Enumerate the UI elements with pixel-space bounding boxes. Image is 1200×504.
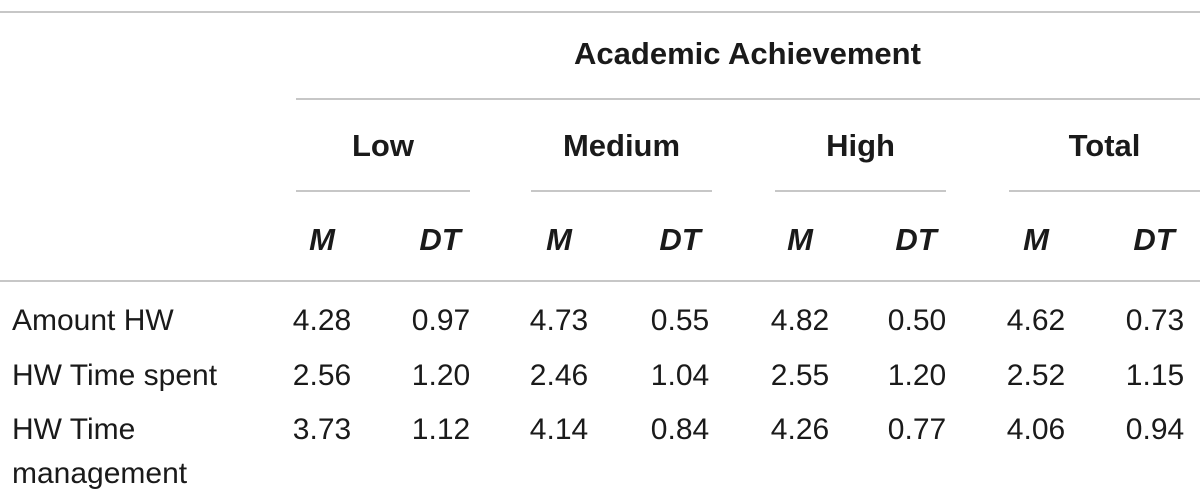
table-cell: 0.97: [411, 304, 471, 337]
table-cell: 2.46: [529, 359, 589, 392]
stat-header-m: M: [1023, 222, 1049, 257]
table-cell: 0.73: [1125, 304, 1185, 337]
table-cell: 1.12: [411, 413, 471, 446]
group-header-total: Total: [1068, 128, 1141, 163]
table-cell: 2.56: [292, 359, 352, 392]
row-label-continued: management: [12, 457, 188, 490]
table-cell: 4.62: [1006, 304, 1066, 337]
table-cell: 3.73: [292, 413, 352, 446]
table-cell: 0.50: [887, 304, 947, 337]
table-cell: 0.77: [887, 413, 947, 446]
table-cell: 4.73: [529, 304, 589, 337]
stat-header-m: M: [309, 222, 335, 257]
table-cell: 2.52: [1006, 359, 1066, 392]
stat-header-dt: DT: [895, 222, 937, 257]
table-cell: 4.26: [770, 413, 830, 446]
table-cell: 0.94: [1125, 413, 1185, 446]
table-cell: 2.55: [770, 359, 830, 392]
row-label: HW Time: [12, 413, 136, 446]
table-cell: 4.06: [1006, 413, 1066, 446]
row-label: HW Time spent: [12, 359, 218, 392]
stat-header-m: M: [546, 222, 572, 257]
spanner-rule: [296, 98, 1200, 100]
group-rule-total: [1009, 190, 1200, 192]
table-cell: 0.84: [650, 413, 710, 446]
stat-header-dt: DT: [419, 222, 461, 257]
table-cell: 0.55: [650, 304, 710, 337]
row-label: Amount HW: [12, 304, 174, 337]
table-cell: 4.14: [529, 413, 589, 446]
table-cell: 4.28: [292, 304, 352, 337]
group-rule-high: [775, 190, 946, 192]
stat-header-m: M: [787, 222, 813, 257]
stat-header-dt: DT: [659, 222, 701, 257]
academic-achievement-header: Academic Achievement: [574, 36, 921, 71]
table-cell: 1.15: [1125, 359, 1185, 392]
table-cell: 1.20: [411, 359, 471, 392]
stat-header-dt: DT: [1133, 222, 1175, 257]
table-cell: 4.82: [770, 304, 830, 337]
group-header-low: Low: [352, 128, 414, 163]
table-cell: 1.04: [650, 359, 710, 392]
table-cell: 1.20: [887, 359, 947, 392]
group-header-high: High: [826, 128, 895, 163]
top-rule: [0, 11, 1200, 13]
group-rule-low: [296, 190, 470, 192]
group-rule-medium: [531, 190, 712, 192]
header-bottom-rule: [0, 280, 1200, 282]
group-header-medium: Medium: [562, 128, 681, 163]
